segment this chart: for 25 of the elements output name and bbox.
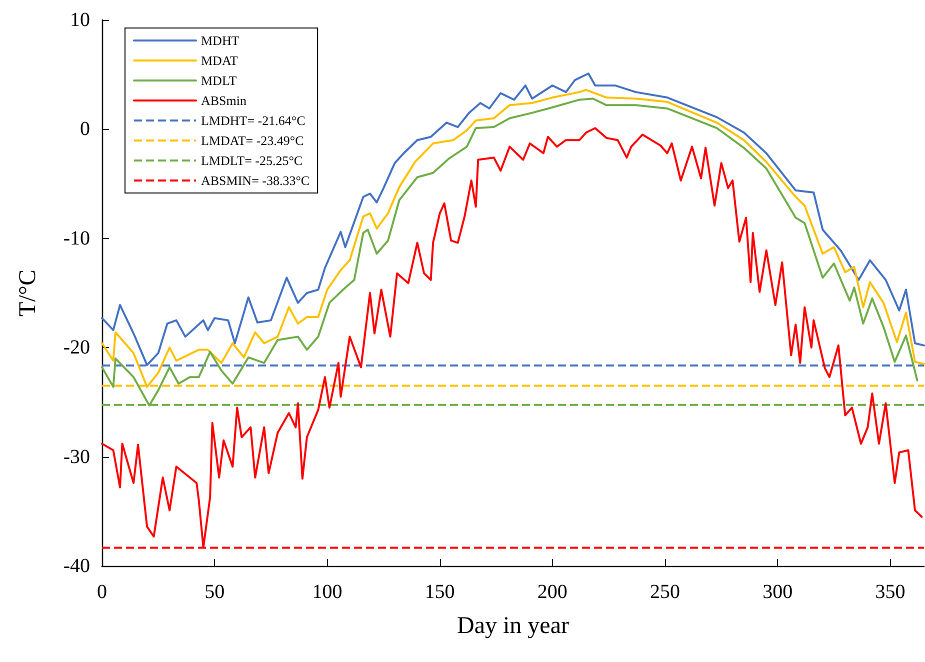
y-tick-label: -30: [63, 446, 90, 468]
legend-label: LMDLT= -25.25°C: [201, 153, 303, 168]
x-tick-label: 300: [762, 581, 793, 603]
y-axis-title: T/°C: [15, 270, 41, 316]
x-tick-label: 350: [875, 581, 906, 603]
x-tick-label: 200: [537, 581, 568, 603]
legend-label: LMDHT= -21.64°C: [201, 113, 306, 128]
y-tick-label: -10: [63, 227, 90, 250]
legend-label: MDLT: [201, 73, 237, 88]
legend-label: LMDAT= -23.49°C: [201, 133, 304, 148]
x-tick-label: 150: [424, 581, 455, 603]
legend-label: MDAT: [201, 53, 238, 68]
y-tick-label: -40: [63, 555, 90, 577]
x-tick-label: 250: [650, 581, 680, 603]
legend-label: ABSmin: [201, 93, 248, 108]
y-tick-label: 0: [80, 118, 90, 140]
x-tick-label: 100: [312, 581, 342, 603]
x-axis-title: Day in year: [457, 613, 569, 639]
x-tick-label: 0: [97, 581, 107, 603]
legend-label: ABSMIN= -38.33°C: [201, 173, 310, 188]
y-tick-label: -20: [63, 336, 90, 359]
legend-label: MDHT: [201, 33, 240, 48]
x-tick-label: 50: [204, 581, 225, 603]
line-series: [101, 127, 923, 548]
y-tick-label: 10: [70, 9, 90, 31]
